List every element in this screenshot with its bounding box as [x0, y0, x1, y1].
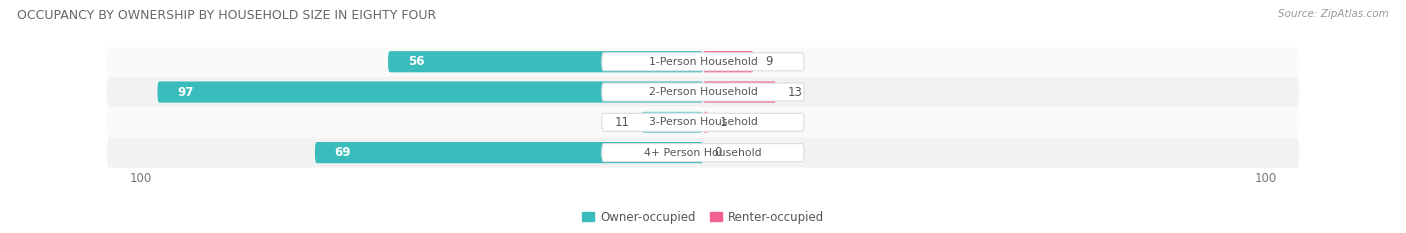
Text: OCCUPANCY BY OWNERSHIP BY HOUSEHOLD SIZE IN EIGHTY FOUR: OCCUPANCY BY OWNERSHIP BY HOUSEHOLD SIZE…: [17, 9, 436, 22]
Legend: Owner-occupied, Renter-occupied: Owner-occupied, Renter-occupied: [578, 206, 828, 229]
Text: 9: 9: [765, 55, 772, 68]
Text: 1-Person Household: 1-Person Household: [648, 57, 758, 67]
Text: 69: 69: [335, 146, 352, 159]
Text: 4+ Person Household: 4+ Person Household: [644, 148, 762, 158]
FancyBboxPatch shape: [315, 142, 703, 163]
FancyBboxPatch shape: [107, 77, 1299, 107]
Text: 56: 56: [408, 55, 425, 68]
FancyBboxPatch shape: [388, 51, 703, 72]
FancyBboxPatch shape: [157, 82, 703, 103]
Text: 1: 1: [720, 116, 727, 129]
FancyBboxPatch shape: [602, 83, 804, 101]
Text: 0: 0: [714, 146, 721, 159]
FancyBboxPatch shape: [703, 51, 754, 72]
FancyBboxPatch shape: [703, 82, 776, 103]
FancyBboxPatch shape: [602, 144, 804, 162]
Text: Source: ZipAtlas.com: Source: ZipAtlas.com: [1278, 9, 1389, 19]
Text: 13: 13: [787, 86, 803, 99]
Text: 2-Person Household: 2-Person Household: [648, 87, 758, 97]
FancyBboxPatch shape: [641, 112, 703, 133]
FancyBboxPatch shape: [107, 47, 1299, 77]
Text: 11: 11: [614, 116, 630, 129]
FancyBboxPatch shape: [703, 112, 709, 133]
FancyBboxPatch shape: [602, 113, 804, 131]
Text: 97: 97: [177, 86, 194, 99]
Text: 3-Person Household: 3-Person Household: [648, 117, 758, 127]
FancyBboxPatch shape: [107, 107, 1299, 137]
FancyBboxPatch shape: [602, 53, 804, 71]
FancyBboxPatch shape: [107, 137, 1299, 168]
